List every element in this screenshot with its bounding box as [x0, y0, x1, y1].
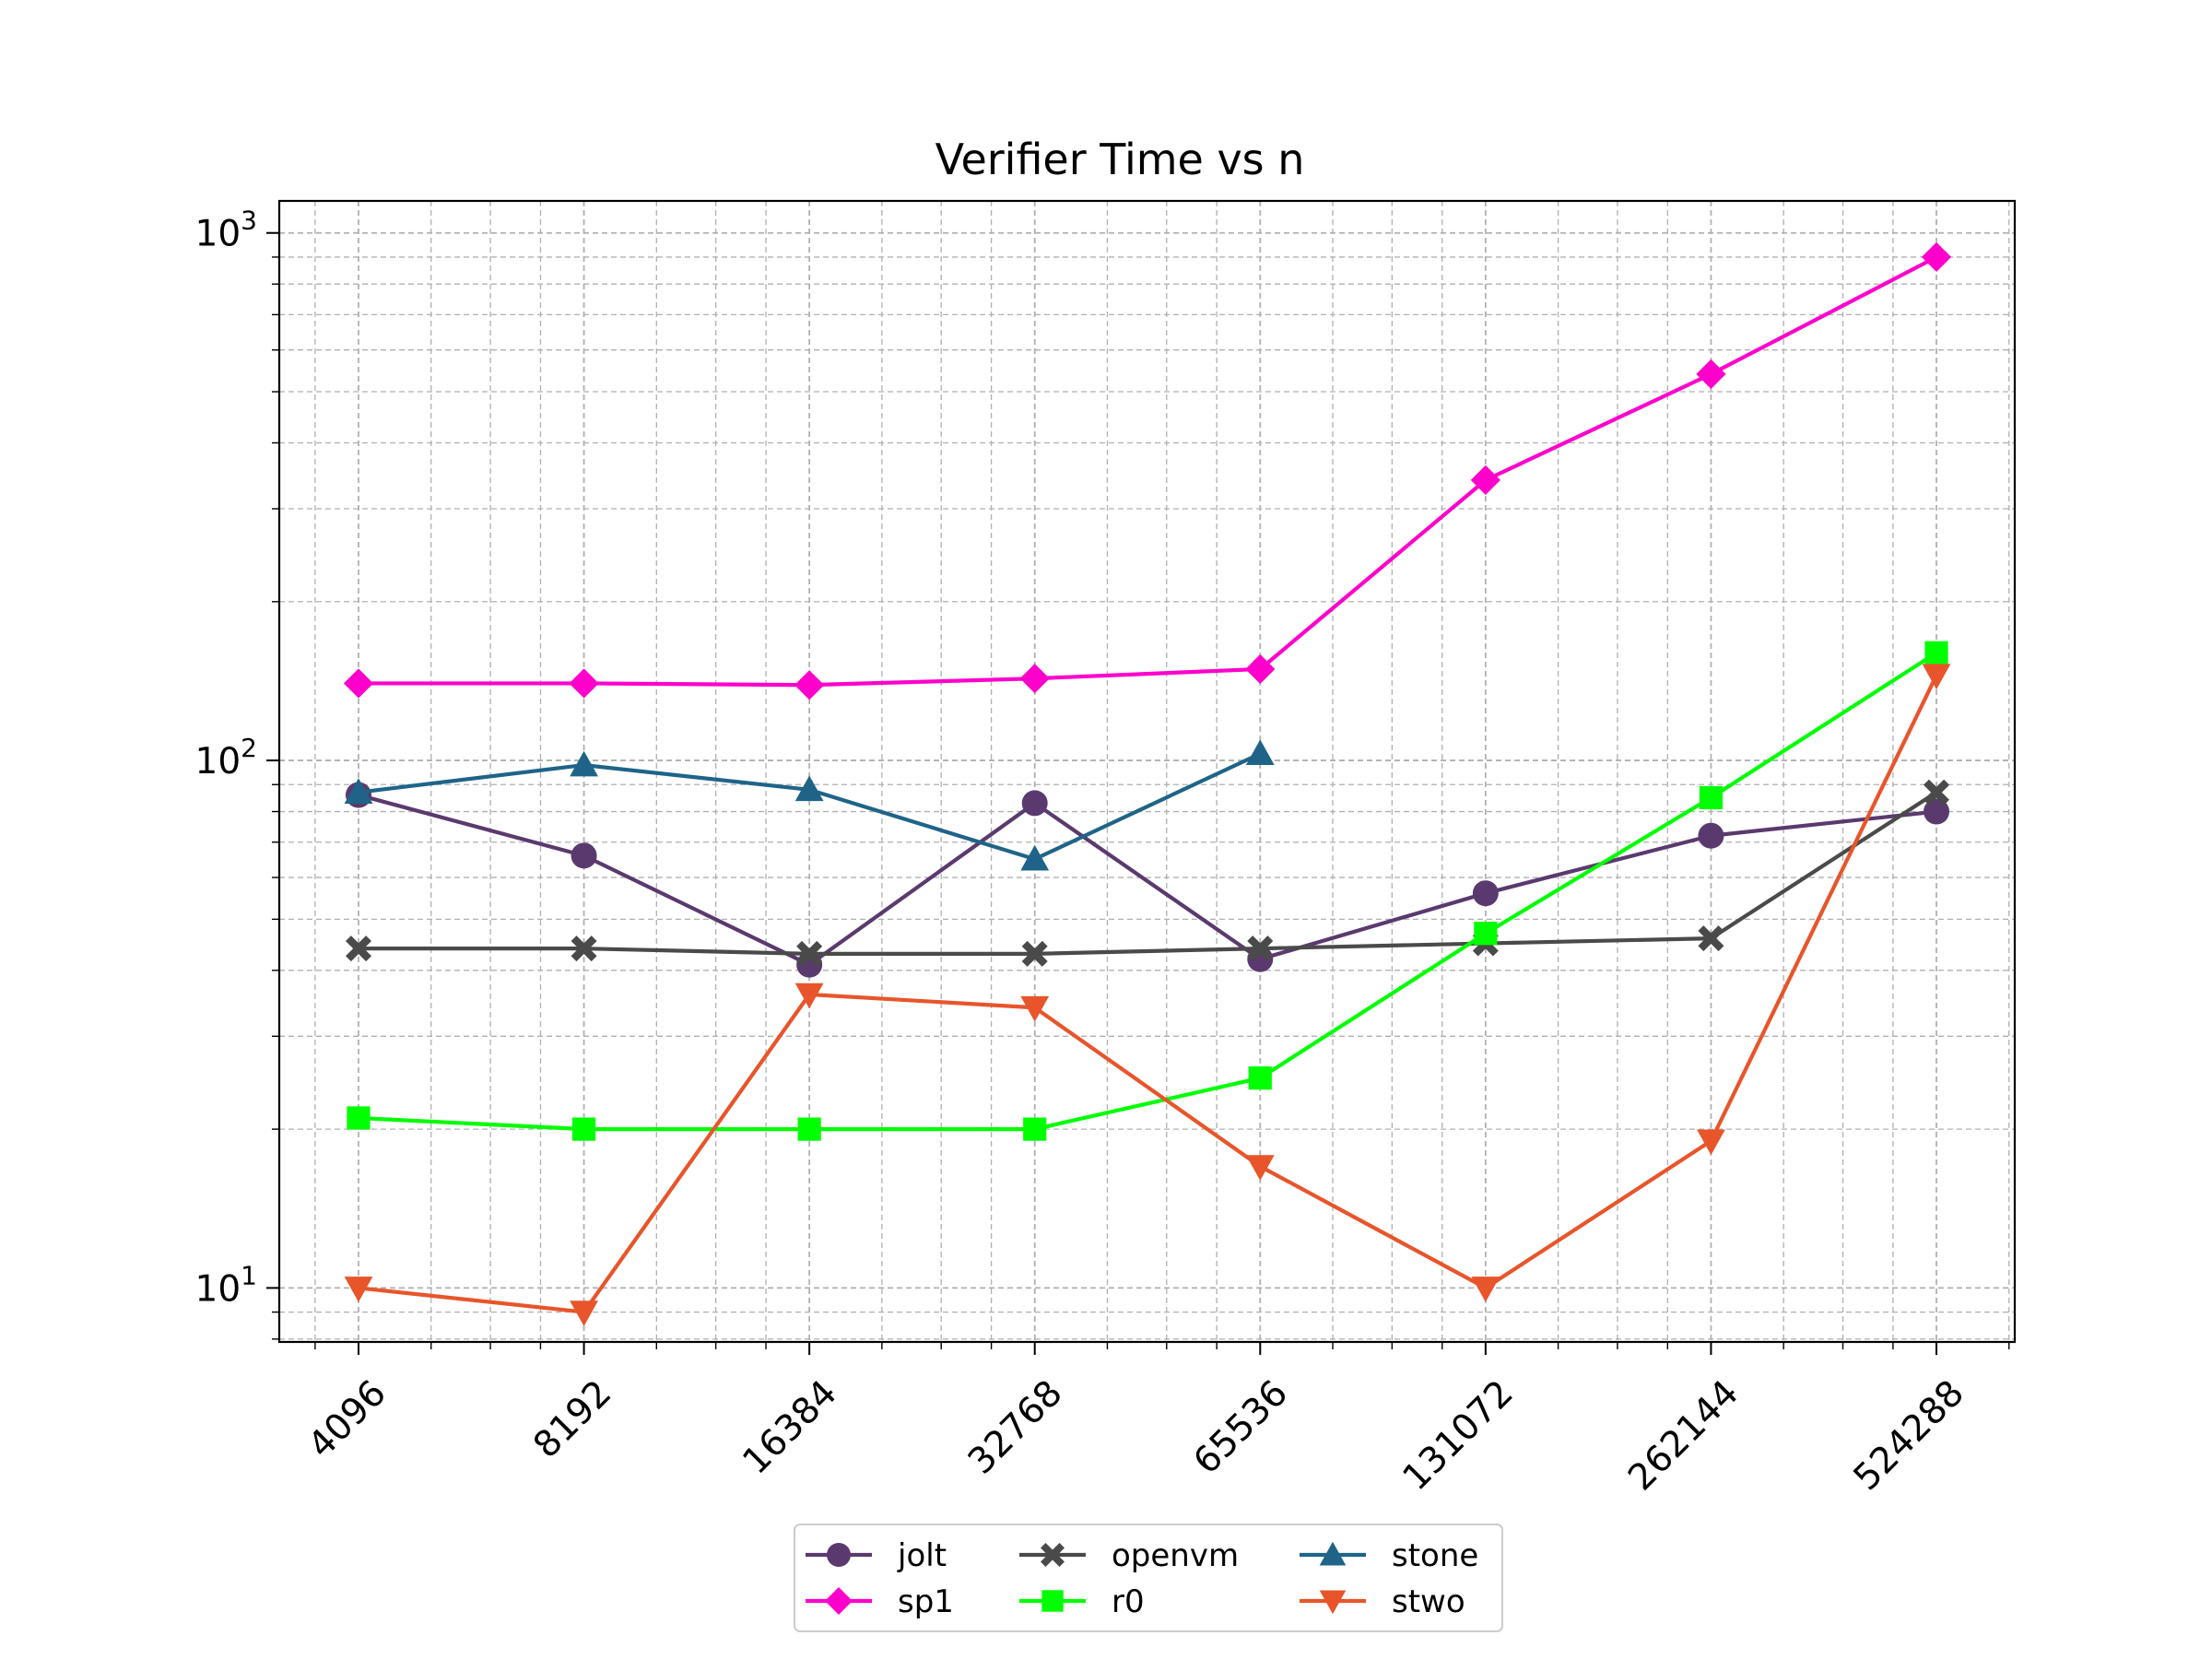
legend-item-jolt: jolt: [806, 1537, 947, 1574]
series-line-sp1: [359, 255, 1937, 688]
data-point-openvm: [346, 935, 371, 962]
data-point-r0: [571, 1117, 596, 1141]
data-point-stwo: [1697, 1129, 1725, 1156]
y-tick-exponent: 3: [241, 206, 257, 236]
axis-ticks: [266, 231, 2010, 1355]
data-point-openvm: [1698, 925, 1724, 952]
legend-label-stone: stone: [1392, 1537, 1478, 1574]
legend-marker-openvm: [1041, 1543, 1065, 1567]
data-point-openvm: [1247, 935, 1274, 962]
data-point-sp1: [1019, 664, 1050, 694]
grid-minor: [279, 201, 2015, 1342]
legend-marker-sp1: [825, 1587, 853, 1615]
data-point-jolt: [1021, 790, 1048, 817]
y-tick-label: 102: [195, 733, 257, 782]
data-point-r0: [1248, 1066, 1272, 1090]
legend-item-openvm: openvm: [1019, 1537, 1239, 1574]
data-point-jolt: [1924, 798, 1949, 825]
legend-marker-jolt: [827, 1543, 851, 1567]
data-point-jolt: [1472, 880, 1499, 907]
series-r0: [347, 641, 1948, 1141]
data-point-openvm: [1924, 779, 1949, 806]
series-stwo: [344, 664, 1951, 1326]
data-point-r0: [1699, 785, 1724, 810]
legend-label-sp1: sp1: [898, 1583, 954, 1620]
data-point-stone: [344, 778, 373, 805]
data-point-jolt: [571, 842, 597, 869]
legend-marker-stone: [1319, 1541, 1347, 1566]
series-stone: [344, 739, 1275, 871]
series-layer: [343, 241, 1952, 1326]
data-point-stwo: [344, 1277, 373, 1302]
series-line-r0: [358, 651, 1938, 1132]
data-point-r0: [1474, 922, 1498, 946]
legend: jolt sp1 openvm r0 stone stwo: [794, 1524, 1503, 1632]
y-tick-label: 103: [195, 206, 257, 255]
legend-item-stone: stone: [1300, 1537, 1478, 1574]
data-point-stone: [794, 775, 824, 802]
data-point-sp1: [343, 668, 374, 699]
data-point-sp1: [569, 668, 599, 699]
data-point-jolt: [1698, 822, 1724, 849]
y-tick-base: 10: [195, 214, 241, 255]
data-point-openvm: [1021, 940, 1048, 967]
chart-title: Verifier Time vs n: [935, 135, 1305, 184]
data-point-sp1: [1245, 653, 1276, 685]
y-tick-label: 101: [195, 1260, 257, 1310]
data-point-r0: [347, 1106, 371, 1130]
data-point-r0: [797, 1117, 821, 1141]
series-line-jolt: [358, 793, 1937, 967]
data-point-stwo: [570, 1300, 598, 1326]
series-openvm: [346, 779, 1949, 967]
series-line-openvm: [359, 790, 1938, 956]
y-tick-exponent: 1: [241, 1260, 257, 1290]
y-tick-base: 10: [195, 741, 241, 782]
data-point-stwo: [1471, 1277, 1500, 1302]
data-point-stone: [1020, 844, 1050, 871]
series-line-stwo: [358, 674, 1938, 1314]
data-point-stone: [1245, 739, 1275, 766]
legend-item-sp1: sp1: [806, 1583, 954, 1620]
data-point-r0: [1023, 1117, 1047, 1141]
y-tick-exponent: 2: [241, 733, 257, 763]
series-sp1: [343, 241, 1952, 700]
data-point-sp1: [794, 670, 825, 700]
legend-label-openvm: openvm: [1112, 1537, 1239, 1574]
data-point-stwo: [1020, 995, 1050, 1022]
legend-label-jolt: jolt: [897, 1537, 947, 1574]
data-point-openvm: [571, 935, 597, 962]
data-point-sp1: [1470, 465, 1500, 495]
legend-box: [794, 1524, 1503, 1632]
legend-marker-stwo: [1319, 1590, 1347, 1615]
legend-item-r0: r0: [1019, 1583, 1145, 1620]
data-point-stwo: [794, 982, 824, 1009]
data-point-r0: [1924, 641, 1948, 665]
data-point-stwo: [1245, 1155, 1275, 1181]
legend-item-stwo: stwo: [1300, 1583, 1465, 1620]
data-point-sp1: [1696, 359, 1726, 389]
data-point-openvm: [796, 940, 823, 967]
legend-label-stwo: stwo: [1392, 1583, 1465, 1620]
data-point-stwo: [1922, 664, 1951, 690]
data-point-sp1: [1921, 241, 1952, 273]
legend-label-r0: r0: [1112, 1583, 1145, 1620]
legend-marker-r0: [1041, 1590, 1064, 1612]
data-point-stone: [570, 750, 598, 777]
plot-area-frame: [277, 199, 2017, 1344]
y-tick-base: 10: [195, 1268, 241, 1310]
